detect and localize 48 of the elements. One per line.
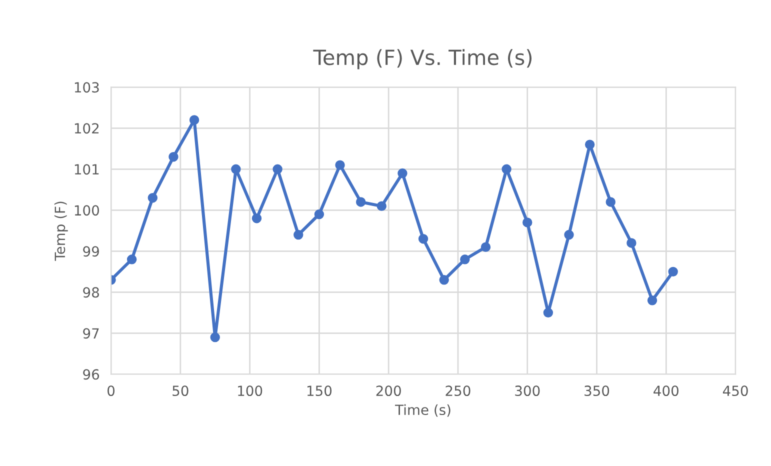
x-tick-label: 150: [307, 386, 332, 396]
y-tick-label: 102: [74, 123, 99, 134]
point: [356, 197, 366, 207]
x-tick-label: 400: [654, 386, 678, 396]
point: [480, 242, 491, 252]
x-tick-label: 200: [376, 386, 401, 396]
point: [126, 254, 137, 264]
y-tick-label: 97: [83, 328, 99, 339]
y-axis-title: Temp (F): [54, 202, 68, 261]
x-tick-label: 250: [446, 386, 470, 396]
y-tick-label: 98: [83, 287, 99, 298]
x-tick-label: 50: [172, 386, 188, 396]
point: [564, 230, 574, 240]
point: [376, 201, 387, 211]
point: [543, 308, 554, 318]
chart-title: Temp (F) Vs. Time (s): [313, 49, 532, 70]
y-tick-label: 99: [83, 246, 99, 257]
point: [398, 168, 408, 178]
point: [606, 197, 616, 207]
point: [231, 164, 241, 174]
y-tick-label: 103: [74, 82, 99, 93]
x-tick-label: 100: [238, 386, 262, 396]
point: [502, 164, 512, 174]
point: [189, 115, 200, 125]
point: [584, 140, 595, 150]
point: [314, 209, 324, 220]
point: [335, 160, 345, 170]
y-tick-label: 100: [74, 205, 99, 216]
point: [626, 238, 636, 248]
x-tick-label: 450: [722, 386, 748, 396]
point: [252, 214, 262, 224]
point: [460, 254, 470, 264]
y-tick-label: 101: [74, 164, 99, 175]
x-tick-label: 300: [515, 386, 540, 396]
point: [647, 296, 658, 306]
point: [168, 152, 178, 162]
point: [210, 332, 220, 342]
point: [439, 275, 449, 285]
point: [294, 230, 304, 240]
x-tick-label: 350: [584, 386, 610, 396]
x-tick-label: 0: [108, 386, 115, 396]
point: [522, 218, 532, 228]
point: [148, 193, 158, 203]
point: [418, 234, 428, 244]
y-tick-label: 96: [83, 369, 100, 380]
x-axis-title: Time (s): [395, 404, 450, 417]
point: [272, 164, 282, 174]
point: [668, 266, 678, 277]
